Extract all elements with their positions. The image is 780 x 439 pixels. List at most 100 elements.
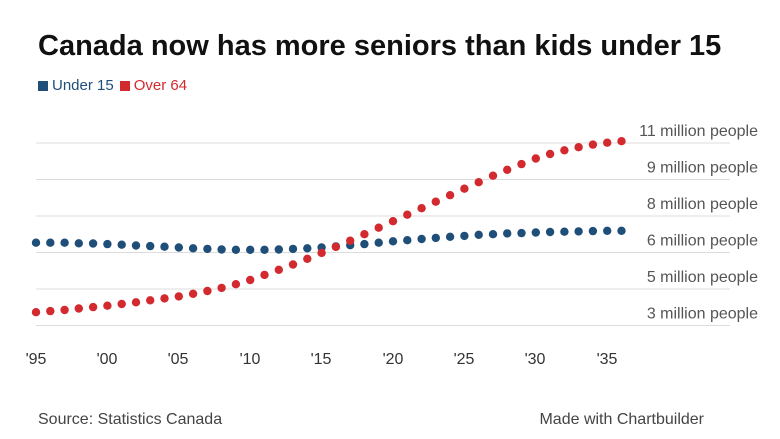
point-over-64-1997 — [60, 305, 69, 315]
x-tick-label: '15 — [311, 351, 332, 368]
x-tick-label: '35 — [597, 351, 618, 368]
point-over-64-2009 — [231, 280, 241, 289]
point-over-64-2003 — [146, 296, 155, 305]
point-under-15-1996 — [46, 238, 55, 247]
point-over-64-2019 — [374, 223, 383, 232]
point-under-15-2028 — [503, 229, 512, 238]
point-under-15-2029 — [517, 228, 526, 238]
point-over-64-2021 — [403, 210, 412, 219]
x-tick-label: '00 — [97, 351, 118, 368]
point-under-15-2033 — [574, 227, 583, 236]
point-over-64-2013 — [288, 260, 298, 269]
point-under-15-2011 — [260, 245, 269, 254]
point-over-64-2035 — [603, 138, 612, 147]
x-tick-label: '05 — [168, 351, 189, 368]
point-over-64-1996 — [46, 306, 55, 316]
point-over-64-2022 — [417, 204, 426, 213]
point-under-15-2026 — [474, 230, 483, 239]
point-under-15-2021 — [403, 236, 412, 245]
point-under-15-2014 — [303, 244, 312, 253]
y-tick-label: 6 million people — [647, 233, 758, 250]
legend-label-under-15: Under 15 — [52, 77, 114, 94]
point-under-15-2013 — [288, 244, 298, 254]
point-over-64-2005 — [174, 292, 183, 301]
point-over-64-2002 — [131, 298, 141, 307]
point-under-15-2006 — [188, 244, 198, 253]
point-under-15-2009 — [231, 245, 241, 254]
point-under-15-2020 — [388, 237, 398, 246]
x-tick-label: '95 — [26, 351, 47, 368]
point-over-64-2017 — [346, 236, 355, 245]
point-over-64-2030 — [531, 154, 540, 163]
point-over-64-2000 — [103, 301, 112, 310]
point-over-64-2018 — [360, 230, 369, 239]
y-tick-label: 9 million people — [647, 160, 758, 177]
point-under-15-2018 — [360, 239, 369, 249]
point-under-15-2003 — [146, 241, 155, 251]
point-over-64-2027 — [488, 171, 498, 180]
point-over-64-2006 — [188, 289, 198, 298]
point-over-64-1998 — [74, 304, 84, 313]
point-under-15-2027 — [488, 230, 498, 239]
point-under-15-2008 — [217, 245, 226, 254]
point-under-15-1999 — [88, 239, 98, 248]
point-under-15-2022 — [417, 234, 426, 244]
x-tick-label: '25 — [454, 351, 475, 368]
point-over-64-2014 — [303, 254, 312, 263]
point-under-15-2000 — [103, 239, 112, 249]
x-tick-label: '10 — [240, 351, 261, 368]
legend-label-over-64: Over 64 — [133, 77, 188, 94]
point-under-15-2025 — [460, 231, 469, 241]
x-tick-label: '30 — [525, 351, 546, 368]
point-under-15-2012 — [274, 245, 283, 254]
point-under-15-2032 — [560, 227, 569, 236]
legend-item-under-15: Under 15 — [38, 77, 114, 94]
y-tick-label: 5 million people — [647, 269, 758, 286]
y-tick-label: 11 million people — [639, 123, 758, 140]
point-over-64-2001 — [117, 299, 126, 309]
point-under-15-2024 — [445, 232, 455, 241]
point-over-64-2004 — [160, 294, 169, 303]
point-over-64-2011 — [260, 270, 269, 280]
chart-title: Canada now has more seniors than kids un… — [38, 30, 722, 62]
point-under-15-2001 — [117, 240, 126, 249]
point-under-15-2023 — [431, 233, 440, 243]
point-over-64-2033 — [574, 143, 583, 152]
point-over-64-2007 — [203, 286, 212, 296]
point-under-15-2030 — [531, 228, 540, 237]
point-over-64-2025 — [460, 184, 469, 193]
point-under-15-2031 — [545, 227, 555, 237]
legend-swatch-under-15 — [38, 80, 48, 91]
legend-swatch-over-64 — [119, 80, 130, 91]
point-under-15-2035 — [603, 226, 612, 235]
source-note: Source: Statistics Canada — [38, 411, 223, 428]
point-under-15-1998 — [74, 239, 84, 248]
point-over-64-2015 — [317, 248, 326, 258]
y-tick-label: 8 million people — [647, 196, 758, 213]
point-over-64-2029 — [517, 159, 526, 169]
legend-item-over-64: Over 64 — [119, 77, 188, 94]
point-over-64-2010 — [246, 275, 255, 285]
point-over-64-2012 — [274, 265, 283, 274]
point-under-15-1995 — [31, 238, 41, 247]
point-over-64-2024 — [445, 191, 455, 200]
point-under-15-2010 — [246, 245, 255, 254]
point-under-15-2005 — [174, 243, 183, 252]
point-under-15-2007 — [203, 244, 212, 254]
point-over-64-2036 — [617, 137, 626, 146]
x-tick-label: '20 — [383, 351, 404, 368]
point-under-15-2004 — [160, 242, 169, 251]
point-over-64-2028 — [503, 165, 512, 174]
legend: Under 15 Over 64 — [38, 77, 193, 94]
chartbuilder-credit: Made with Chartbuilder — [539, 411, 704, 428]
point-over-64-1995 — [31, 308, 41, 317]
point-over-64-2026 — [474, 178, 483, 187]
point-over-64-2031 — [545, 149, 555, 159]
point-under-15-2002 — [131, 241, 141, 250]
point-over-64-2008 — [217, 283, 226, 293]
point-under-15-2034 — [588, 226, 598, 236]
point-under-15-2036 — [617, 226, 626, 235]
point-under-15-1997 — [60, 238, 69, 247]
point-over-64-2016 — [331, 242, 341, 252]
